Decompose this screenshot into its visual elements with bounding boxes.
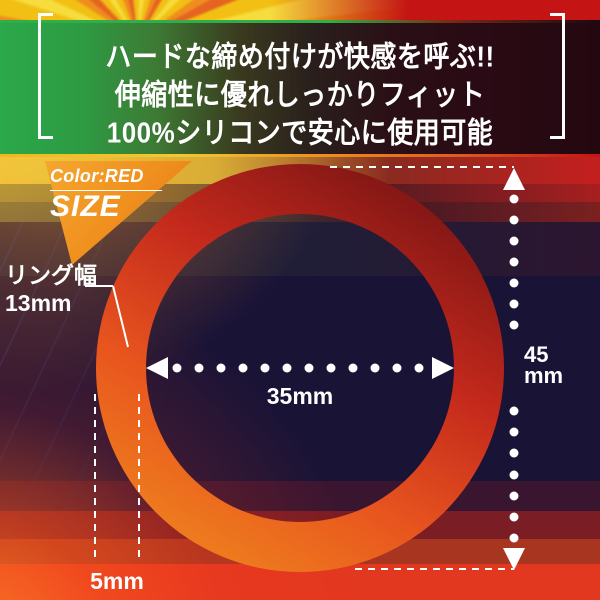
svg-text:リング幅: リング幅 bbox=[5, 262, 97, 288]
svg-text:13mm: 13mm bbox=[5, 290, 71, 316]
svg-text:35mm: 35mm bbox=[267, 383, 333, 409]
svg-text:mm: mm bbox=[524, 363, 563, 388]
svg-text:5mm: 5mm bbox=[90, 568, 144, 594]
